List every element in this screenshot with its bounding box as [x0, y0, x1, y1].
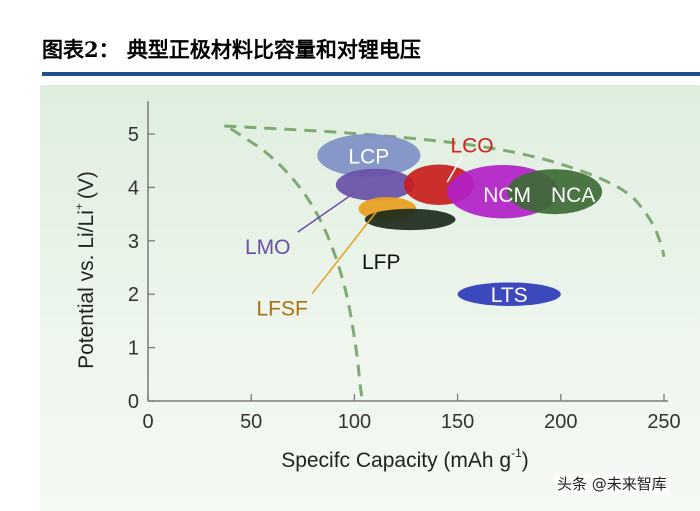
y-tick-label: 5 — [128, 124, 139, 146]
envelope-outer — [224, 124, 666, 258]
label-lfsf: LFSF — [256, 298, 307, 321]
y-axis-label-main: Potential vs. Li/Li — [75, 210, 98, 369]
leader-lco — [446, 156, 463, 183]
x-tick-label: 150 — [441, 411, 474, 433]
label-nca: NCA — [551, 184, 595, 207]
x-tick-label: 100 — [338, 411, 371, 433]
envelope-inner — [229, 127, 365, 402]
leader-lmo — [297, 192, 355, 233]
y-tick-label: 0 — [128, 391, 139, 413]
x-axis-label-main: Specifc Capacity (mAh g — [281, 449, 511, 472]
label-lcp: LCP — [348, 145, 389, 168]
label-lfp: LFP — [362, 251, 401, 274]
y-tick-label: 2 — [128, 284, 139, 306]
x-tick-label: 200 — [544, 411, 577, 433]
x-axis-label: Specifc Capacity (mAh g-1) — [281, 446, 529, 472]
x-axis-label-close: ) — [522, 449, 529, 472]
title-divider — [42, 72, 700, 76]
label-lts: LTS — [491, 284, 528, 307]
y-axis-label-unit: (V) — [75, 171, 98, 199]
y-axis-label: Potential vs. Li/Li+ (V) — [72, 171, 98, 369]
label-ncm: NCM — [483, 184, 531, 207]
label-lco: LCO — [450, 135, 493, 158]
watermark: 头条 @未来智库 — [555, 473, 669, 494]
x-tick-label: 250 — [647, 411, 680, 433]
y-tick-label: 4 — [128, 177, 139, 199]
y-axis-label-sup: + — [72, 203, 86, 210]
label-lmo: LMO — [245, 236, 291, 259]
x-tick-label: 50 — [240, 411, 262, 433]
x-axis-label-sup: -1 — [511, 446, 522, 460]
leader-lfsf — [311, 210, 378, 295]
region-nca — [507, 169, 603, 215]
x-tick-label: 0 — [142, 411, 153, 433]
region-lts — [457, 282, 561, 306]
figure-title: 图表2： 典型正极材料比容量和对锂电压 — [42, 37, 421, 62]
region-lfp — [364, 208, 456, 231]
y-tick-label: 1 — [128, 338, 139, 360]
region-lmo — [335, 168, 415, 201]
y-tick-label: 3 — [128, 231, 139, 253]
region-lcp — [317, 134, 421, 177]
